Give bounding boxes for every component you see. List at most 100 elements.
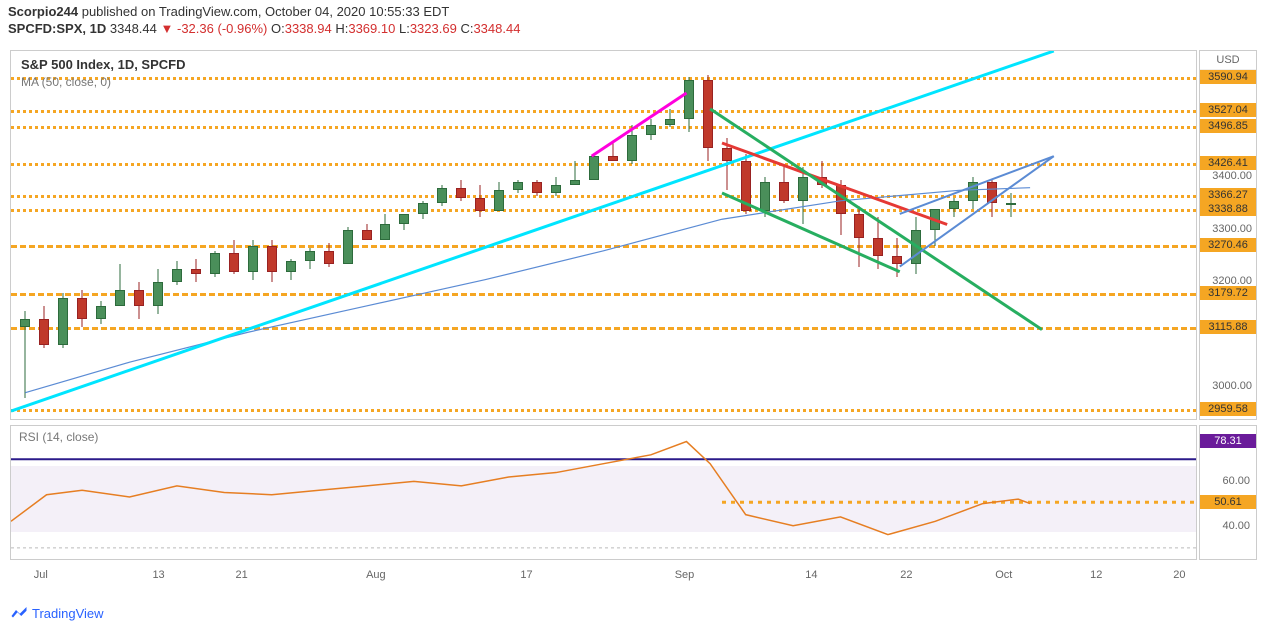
time-tick: 17 (520, 569, 532, 581)
candle (892, 238, 902, 277)
candle (665, 109, 675, 127)
candle (779, 164, 789, 203)
time-tick: Oct (995, 569, 1012, 581)
chart-title: S&P 500 Index, 1D, SPCFD (21, 57, 186, 72)
price-level-label: 3270.46 (1200, 238, 1256, 252)
candle (930, 217, 940, 246)
price-chart[interactable]: S&P 500 Index, 1D, SPCFD MA (50, close, … (10, 50, 1197, 420)
footer-brand[interactable]: TradingView (10, 604, 104, 622)
time-axis[interactable]: Jul 13 21 Aug 17 Sep 14 22 Oct 12 20 (10, 565, 1197, 587)
price-level-label: 3496.85 (1200, 119, 1256, 133)
candle (987, 180, 997, 217)
candle (494, 182, 504, 211)
candle (286, 259, 296, 280)
candle (362, 224, 372, 240)
candle (608, 143, 618, 161)
candle (399, 214, 409, 230)
candle (456, 180, 466, 201)
time-tick: 21 (236, 569, 248, 581)
candle (513, 180, 523, 193)
level-dashed (11, 245, 1196, 248)
candle (741, 154, 751, 214)
candle (77, 290, 87, 327)
candle (475, 185, 485, 217)
candle (911, 217, 921, 275)
candle (1006, 193, 1016, 217)
candle (229, 240, 239, 274)
rsi-panel[interactable]: RSI (14, close) (10, 425, 1197, 560)
level-dotted (11, 195, 1196, 198)
candle (210, 251, 220, 277)
level-dotted (11, 110, 1196, 113)
candle (58, 293, 68, 348)
candle (305, 248, 315, 269)
candle (153, 269, 163, 314)
high: 3369.10 (348, 21, 395, 36)
candle (248, 240, 258, 279)
price-level-label: 3300.00 (1212, 223, 1252, 235)
level-dotted (11, 77, 1196, 80)
last-price: 3348.44 (110, 21, 157, 36)
price-level-label: 3179.72 (1200, 286, 1256, 300)
candle (437, 185, 447, 206)
candle (854, 206, 864, 266)
candle (760, 177, 770, 216)
candle (627, 125, 637, 164)
candle (172, 261, 182, 285)
time-tick: 20 (1173, 569, 1185, 581)
rsi-tick: 60.00 (1222, 475, 1250, 487)
candle (96, 301, 106, 325)
candle (570, 161, 580, 185)
ma-label: MA (50, close, 0) (21, 75, 111, 89)
rsi-tick: 40.00 (1222, 520, 1250, 532)
time-tick: 22 (900, 569, 912, 581)
candle (39, 306, 49, 348)
price-axis[interactable]: USD 3590.943527.043496.853426.413400.003… (1199, 50, 1257, 420)
candle (324, 243, 334, 267)
candle (722, 138, 732, 191)
candle (836, 180, 846, 235)
candle (703, 75, 713, 162)
candle (532, 180, 542, 196)
price-level-label: 3366.27 (1200, 188, 1256, 202)
time-tick: Sep (675, 569, 695, 581)
rsi-axis[interactable]: 40.0060.0078.3150.61 (1199, 425, 1257, 560)
change-pct: (-0.96%) (218, 21, 268, 36)
time-tick: Aug (366, 569, 386, 581)
candle (968, 177, 978, 209)
candle (343, 227, 353, 264)
chart-header: Scorpio244 published on TradingView.com,… (0, 0, 1262, 40)
candle (380, 214, 390, 240)
candle (949, 198, 959, 216)
level-dotted (11, 209, 1196, 212)
price-level-label: 3590.94 (1200, 70, 1256, 84)
time-tick: 13 (152, 569, 164, 581)
price-level-label: 3527.04 (1200, 103, 1256, 117)
time-tick: Jul (34, 569, 48, 581)
candle (551, 177, 561, 195)
chart-overlay (11, 51, 1196, 419)
rsi-label: RSI (14, close) (19, 430, 98, 444)
candle (115, 264, 125, 306)
candle (191, 259, 201, 283)
level-dotted (11, 126, 1196, 129)
level-dashed (11, 327, 1196, 330)
candle (684, 77, 694, 132)
rsi-level-label: 78.31 (1200, 434, 1256, 448)
candle (646, 119, 656, 140)
close: 3348.44 (473, 21, 520, 36)
price-level-label: 3426.41 (1200, 156, 1256, 170)
price-level-label: 3400.00 (1212, 170, 1252, 182)
candle (134, 282, 144, 319)
time-tick: 14 (805, 569, 817, 581)
open: 3338.94 (285, 21, 332, 36)
level-dotted (11, 409, 1196, 412)
publish-info: Scorpio244 published on TradingView.com,… (8, 4, 1254, 19)
candle (589, 154, 599, 180)
low: 3323.69 (410, 21, 457, 36)
level-dashed (11, 293, 1196, 296)
down-arrow-icon: ▼ (161, 21, 174, 36)
time-tick: 12 (1090, 569, 1102, 581)
price-level-label: 3115.88 (1200, 320, 1256, 334)
quote-bar: SPCFD:SPX, 1D 3348.44 ▼ -32.36 (-0.96%) … (8, 21, 1254, 36)
